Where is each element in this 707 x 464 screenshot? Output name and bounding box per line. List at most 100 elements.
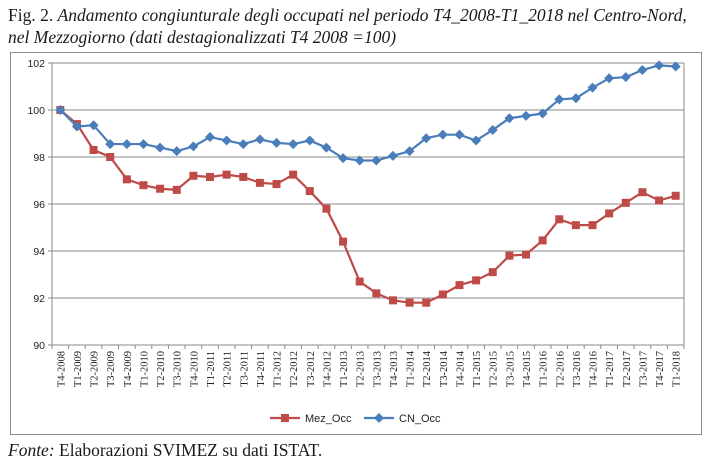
- legend-entry: Mez_Occ: [270, 413, 352, 425]
- y-tick-label: 92: [33, 293, 45, 305]
- data-point: [421, 133, 432, 144]
- data-point: [455, 281, 464, 290]
- data-point: [121, 139, 132, 150]
- data-point: [189, 171, 198, 180]
- data-point: [271, 137, 282, 148]
- x-tick-label: T3-2011: [239, 351, 250, 387]
- x-tick-label: T3-2014: [439, 350, 450, 387]
- data-point: [172, 185, 181, 194]
- source-label: Fonte:: [8, 440, 55, 460]
- data-point: [587, 82, 598, 93]
- data-point: [238, 139, 249, 150]
- data-point: [621, 198, 630, 207]
- data-point: [339, 237, 348, 246]
- legend-label: Mez_Occ: [305, 413, 352, 425]
- x-tick-label: T4-2014: [455, 350, 466, 387]
- data-point: [388, 296, 397, 305]
- x-tick-label: T3-2016: [572, 351, 583, 387]
- x-tick-label: T3-2013: [372, 351, 383, 387]
- x-tick-label: T1-2012: [273, 351, 284, 387]
- data-point: [71, 121, 82, 132]
- y-tick-label: 96: [33, 199, 45, 211]
- x-tick-label: T4-2013: [389, 351, 400, 387]
- data-point: [588, 221, 597, 230]
- x-tick-label: T3-2017: [638, 351, 649, 387]
- data-point: [105, 139, 116, 150]
- y-tick-label: 94: [33, 246, 45, 258]
- y-tick-label: 90: [33, 340, 45, 352]
- data-point: [655, 196, 664, 205]
- data-point: [272, 180, 281, 189]
- data-point: [422, 298, 431, 307]
- x-tick-label: T1-2018: [672, 351, 683, 387]
- legend: Mez_Occ CN_Occ: [270, 413, 441, 425]
- legend-entry: CN_Occ: [364, 413, 441, 425]
- data-point: [255, 178, 264, 187]
- x-tick-label: T4-2012: [322, 351, 333, 387]
- data-point: [522, 250, 530, 259]
- data-point: [222, 170, 231, 179]
- data-point: [354, 155, 365, 166]
- data-point: [221, 135, 232, 146]
- data-point: [371, 155, 382, 166]
- data-point: [521, 110, 531, 121]
- data-point: [355, 277, 364, 286]
- figure-title: Andamento congiunturale degli occupati n…: [8, 5, 687, 47]
- data-point: [106, 153, 115, 161]
- legend-label: CN_Occ: [399, 413, 441, 425]
- data-point: [504, 113, 515, 124]
- y-tick-label: 100: [27, 105, 45, 117]
- x-tick-label: T2-2010: [156, 351, 167, 387]
- gridlines: [52, 62, 684, 346]
- source-note: Fonte: Elaborazioni SVIMEZ su dati ISTAT…: [8, 440, 322, 461]
- data-point: [404, 146, 415, 157]
- x-axis: T4-2008 T1-2009 T2-2009 T3-2009 T4-2009 T1-20…: [51, 345, 685, 387]
- data-point: [554, 94, 565, 105]
- source-text: Elaborazioni SVIMEZ su dati ISTAT.: [59, 440, 323, 460]
- x-tick-label: T2-2009: [90, 351, 101, 387]
- data-point: [471, 135, 482, 146]
- x-tick-label: T4-2010: [189, 351, 200, 387]
- data-point: [321, 142, 332, 153]
- data-point: [605, 209, 614, 218]
- data-point: [188, 141, 199, 152]
- data-point: [538, 236, 547, 245]
- series-line: [59, 109, 676, 304]
- data-point: [322, 204, 331, 213]
- data-point: [155, 142, 166, 153]
- data-point: [254, 134, 265, 145]
- data-point: [374, 413, 384, 423]
- x-tick-label: T1-2013: [339, 351, 350, 387]
- data-point: [405, 298, 414, 307]
- x-tick-label: T2-2011: [223, 351, 234, 387]
- x-tick-label: T1-2016: [539, 351, 550, 387]
- x-tick-label: T2-2017: [622, 351, 633, 387]
- data-point: [472, 276, 481, 285]
- x-tick-label: T1-2010: [139, 351, 150, 387]
- x-tick-label: T3-2009: [106, 351, 117, 387]
- data-point: [281, 414, 289, 422]
- data-point: [654, 60, 665, 71]
- data-point: [488, 268, 497, 277]
- x-tick-label: T3-2010: [173, 351, 184, 387]
- data-point: [122, 175, 131, 184]
- data-point: [288, 139, 299, 150]
- series-layer: [55, 60, 681, 307]
- x-tick-label: T4-2011: [256, 351, 267, 387]
- x-tick-label: T2-2014: [422, 350, 433, 387]
- data-point: [289, 170, 298, 179]
- data-point: [239, 172, 248, 181]
- figure-caption: Fig. 2. Andamento congiunturale degli oc…: [8, 4, 700, 48]
- data-point: [437, 129, 448, 140]
- x-tick-label: T4-2017: [655, 351, 666, 387]
- data-point: [570, 93, 581, 104]
- x-tick-label: T3-2012: [306, 351, 317, 387]
- data-point: [555, 215, 564, 224]
- x-tick-label: T1-2017: [605, 351, 616, 387]
- data-point: [505, 251, 514, 260]
- data-point: [620, 72, 631, 83]
- data-point: [205, 132, 215, 143]
- x-tick-label: T3-2015: [505, 351, 516, 387]
- data-point: [438, 290, 447, 299]
- x-tick-label: T2-2016: [555, 351, 566, 387]
